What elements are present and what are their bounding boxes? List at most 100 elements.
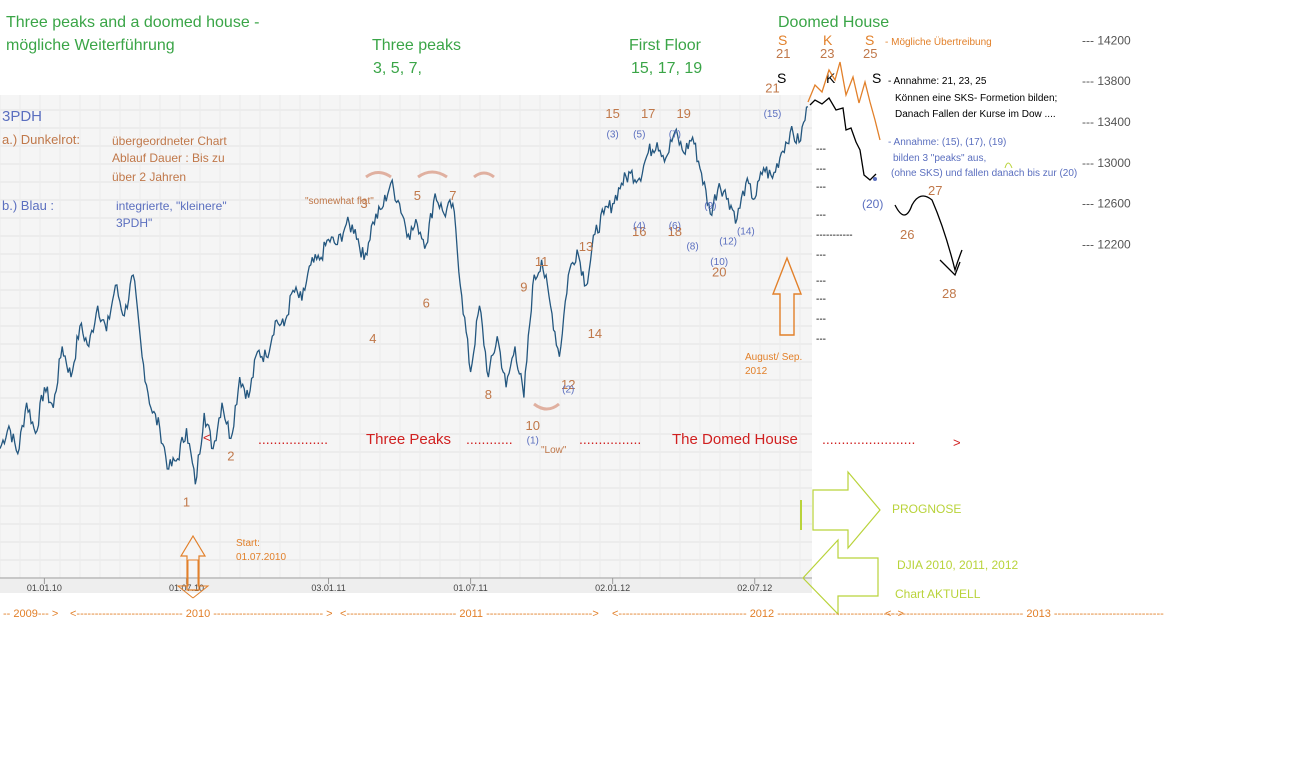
legend-a-line-1: übergeordneter Chart <box>112 134 227 148</box>
start-label: Start: <box>236 538 260 549</box>
legend-a-line-2: Ablauf Dauer : Bis zu <box>112 151 225 165</box>
peak-label: 18 <box>668 224 682 239</box>
note-low: "Low" <box>541 445 567 456</box>
sub-peak-label: (12) <box>719 236 737 247</box>
future-s-1: S <box>778 32 787 48</box>
sub-peak-labels: (1) (2) (3) (4) (5) (6) (7) (8) (9) (10) (12)(14) (… <box>527 109 782 447</box>
dash-mark: --- <box>816 276 826 287</box>
sub-peak-label: (14) <box>737 226 755 237</box>
peak-label: 21 <box>765 81 779 96</box>
future-mid-s-2: S <box>872 70 881 86</box>
title-line-2: mögliche Weiterführung <box>6 37 175 54</box>
timeline-2009: -- 2009--- > <box>3 608 58 620</box>
dash-mark: --- <box>816 182 826 193</box>
dash-mark: --- <box>816 294 826 305</box>
future-s-2: S <box>865 32 874 48</box>
future-k: K <box>823 32 833 48</box>
y-tick-label: --- 14200 <box>1082 33 1131 47</box>
august-year: 2012 <box>745 366 768 377</box>
future-num-21: 21 <box>776 46 790 61</box>
prognose-arrow-icon <box>812 470 881 550</box>
dash-mark: --- <box>816 334 826 345</box>
peak-label: 10 <box>526 418 540 433</box>
peak-label: 5 <box>414 188 421 203</box>
future-label-26: 26 <box>900 227 914 242</box>
title-line-1: Three peaks and a doomed house - <box>6 14 260 31</box>
future-dot <box>873 177 877 181</box>
x-tick-label: 01.07.11 <box>453 583 487 593</box>
sub-peak-label: (15) <box>764 109 782 120</box>
legend-b-line-1: integrierte, "kleinere" <box>116 199 227 213</box>
start-date: 01.07.2010 <box>236 552 286 563</box>
y-tick-label: --- 12600 <box>1082 197 1131 211</box>
header-first-floor: First Floor <box>629 37 702 54</box>
timeline-2013: <------------------------------------ 20… <box>885 608 1164 620</box>
header-three-peaks: Three peaks <box>372 37 461 54</box>
x-tick-label: 02.01.12 <box>595 583 630 593</box>
up-arrow-icon-august <box>771 256 803 336</box>
future-mid-s-1: S <box>777 70 786 86</box>
x-tick-label: 02.07.12 <box>737 583 772 593</box>
sub-peak-label: (4) <box>633 221 645 232</box>
arc-peak-7 <box>473 171 495 179</box>
peak-label: 19 <box>676 106 690 121</box>
note-moegliche: - Mögliche Übertreibung <box>885 36 992 48</box>
sub-peak-label: (8) <box>686 242 698 253</box>
note-annahme-1-b: Können eine SKS- Formetion bilden; <box>895 93 1057 104</box>
arrow-right-mark: > <box>953 435 961 450</box>
y-tick-label: --- 13400 <box>1082 115 1131 129</box>
legend-a-line-3: über 2 Jahren <box>112 170 186 184</box>
note-annahme-2-c: (ohne SKS) und fallen danach bis zur (20… <box>891 168 1077 179</box>
label-domed-house: The Domed House <box>672 431 798 448</box>
future-label-20: (20) <box>862 197 883 211</box>
peak-label: 1 <box>183 494 190 509</box>
peak-label: 9 <box>520 280 527 295</box>
future-line-orange <box>807 61 881 141</box>
note-annahme-1-c: Danach Fallen der Kurse im Dow .... <box>895 109 1056 120</box>
dash-mark: --- <box>816 314 826 325</box>
legend-a-label: a.) Dunkelrot: <box>2 132 80 147</box>
dash-guides: -------------------------------------- <box>816 144 853 345</box>
dash-mark: --- <box>816 164 826 175</box>
sub-peak-label: (10) <box>710 257 728 268</box>
up-arrow-icon-start <box>179 534 207 591</box>
future-line-drop <box>894 195 963 277</box>
header-three-peaks-numbers: 3, 5, 7, <box>373 60 422 77</box>
future-label-27: 27 <box>928 183 942 198</box>
y-tick-label: --- 13800 <box>1082 74 1131 88</box>
sub-peak-label: (9) <box>704 201 716 212</box>
plot-background <box>0 95 812 580</box>
y-tick-label: --- 13000 <box>1082 156 1131 170</box>
sub-peak-label: (3) <box>607 129 619 140</box>
peak-label: 14 <box>588 326 602 341</box>
dots-mid-1: ............ <box>466 431 513 447</box>
future-projection: S K S 21 23 25 S K S (20) 26 27 28 - Mög… <box>776 32 1077 345</box>
peak-label: 17 <box>641 106 655 121</box>
year-timeline: -- 2009--- > <--------------------------… <box>3 608 1164 620</box>
peak-label: 4 <box>369 331 376 346</box>
dots-mid-2: ................ <box>579 431 641 447</box>
arrow-left-mark: < <box>203 430 211 445</box>
start-arrow-icon <box>176 559 210 599</box>
label-chart-aktuell: Chart AKTUELL <box>895 587 981 601</box>
peak-label: 3 <box>360 196 367 211</box>
note-annahme-2-b: bilden 3 "peaks" aus, <box>893 153 986 164</box>
note-annahme-2: - Annahme: (15), (17), (19) <box>888 137 1006 148</box>
august-label: August/ Sep. <box>745 352 802 363</box>
timeline-2010: <----------------------------- 2010 ----… <box>70 608 333 620</box>
series-line-djia <box>0 106 809 485</box>
sub-peak-label: (1) <box>527 435 539 446</box>
y-tick-labels: --- 14200 --- 13800 --- 13400 --- 13000 --- … <box>1082 33 1131 251</box>
legend-tag: 3PDH <box>2 108 42 125</box>
dots-left: .................. <box>258 431 328 447</box>
dash-mark-long: ----------- <box>816 230 853 241</box>
peak-label: 8 <box>485 387 492 402</box>
sub-peak-label: (6) <box>669 221 681 232</box>
future-label-28: 28 <box>942 286 956 301</box>
peak-label: 15 <box>605 106 619 121</box>
dots-right: ........................ <box>822 431 915 447</box>
peak-label: 7 <box>449 188 456 203</box>
peak-label: 11 <box>535 254 549 269</box>
